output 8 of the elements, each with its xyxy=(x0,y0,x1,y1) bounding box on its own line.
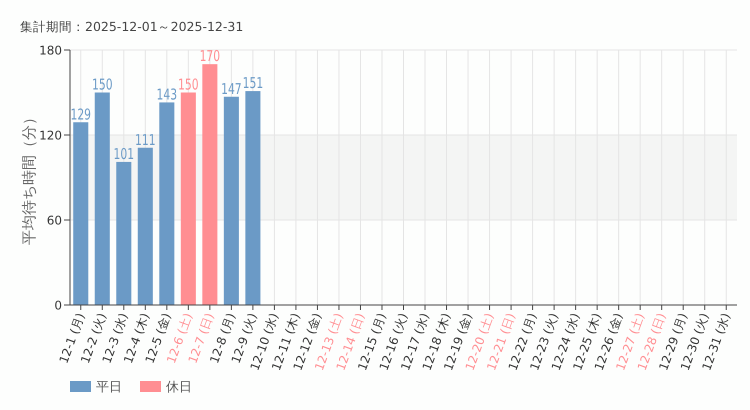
y-tick-label: 120 xyxy=(39,128,62,142)
ylabel: 平均待ち時間（分） xyxy=(20,110,38,245)
y-tick-label: 0 xyxy=(54,298,62,312)
y-tick-label: 60 xyxy=(46,214,62,228)
legend-label: 平日 xyxy=(96,380,122,395)
y-tick-label: 180 xyxy=(39,44,62,58)
legend-label: 休日 xyxy=(166,380,192,395)
title: 集計期間：2025-12-01～2025-12-31 xyxy=(20,19,244,34)
